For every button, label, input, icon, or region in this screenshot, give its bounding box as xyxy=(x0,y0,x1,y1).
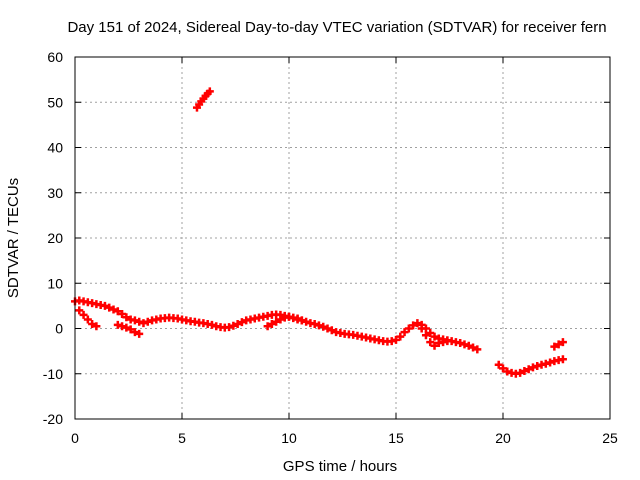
data-point xyxy=(558,355,567,364)
data-point xyxy=(541,359,550,368)
data-point xyxy=(118,310,127,319)
data-point xyxy=(417,324,426,333)
data-point xyxy=(302,317,311,326)
data-point xyxy=(421,331,430,340)
data-point xyxy=(118,322,127,331)
data-point xyxy=(122,313,131,322)
data-point xyxy=(550,342,559,351)
data-point xyxy=(113,320,122,329)
y-tick-label: 30 xyxy=(47,185,63,201)
data-point xyxy=(409,321,418,330)
data-point xyxy=(524,365,533,374)
data-point xyxy=(528,363,537,372)
data-point xyxy=(135,329,144,338)
series-outlier-arc xyxy=(192,87,214,112)
data-point xyxy=(516,368,525,377)
x-tick-label: 20 xyxy=(495,430,511,446)
y-tick-label: 50 xyxy=(47,94,63,110)
data-point xyxy=(130,316,139,325)
data-point xyxy=(105,303,114,312)
y-tick-label: 40 xyxy=(47,140,63,156)
data-point xyxy=(79,310,88,319)
data-point xyxy=(443,337,452,346)
data-point xyxy=(554,340,563,349)
data-point xyxy=(207,320,216,329)
data-point xyxy=(130,328,139,337)
data-point xyxy=(469,343,478,352)
data-point xyxy=(546,358,555,367)
chart-title: Day 151 of 2024, Sidereal Day-to-day VTE… xyxy=(67,19,606,36)
data-point xyxy=(456,338,465,347)
y-tick-label: 0 xyxy=(55,321,63,337)
data-point xyxy=(533,362,542,371)
series-lower-branch xyxy=(75,306,452,350)
data-point xyxy=(225,323,234,332)
data-point xyxy=(426,338,435,347)
series-late-track xyxy=(494,355,567,378)
data-point xyxy=(387,337,396,346)
x-tick-label: 15 xyxy=(388,430,404,446)
data-point xyxy=(135,317,144,326)
y-tick-label: -20 xyxy=(43,411,63,427)
data-point xyxy=(75,306,84,315)
data-point xyxy=(327,326,336,335)
data-point xyxy=(558,338,567,347)
data-point xyxy=(267,319,276,328)
data-point xyxy=(92,322,101,331)
data-point xyxy=(263,322,272,331)
data-point xyxy=(126,325,135,334)
data-point xyxy=(276,315,285,324)
data-point xyxy=(460,340,469,349)
data-point xyxy=(413,319,422,328)
data-point xyxy=(109,305,118,314)
data-point xyxy=(400,328,409,337)
data-point xyxy=(297,316,306,325)
plot-area xyxy=(71,87,567,378)
plot-frame xyxy=(74,56,611,420)
data-point xyxy=(233,319,242,328)
x-tick-label: 10 xyxy=(281,430,297,446)
data-point xyxy=(139,319,148,328)
data-point xyxy=(464,341,473,350)
x-tick-label: 0 xyxy=(71,430,79,446)
data-point xyxy=(293,314,302,323)
data-point xyxy=(430,341,439,350)
data-point xyxy=(310,319,319,328)
data-point xyxy=(314,321,323,330)
data-point xyxy=(426,329,435,338)
series-main-track xyxy=(71,296,482,354)
series-late-tail xyxy=(550,338,567,351)
data-point xyxy=(520,367,529,376)
x-tick-label: 25 xyxy=(602,430,618,446)
data-point xyxy=(143,317,152,326)
data-point xyxy=(83,315,92,324)
data-point xyxy=(205,87,214,96)
data-point xyxy=(272,317,281,326)
x-axis-label: GPS time / hours xyxy=(283,458,397,475)
data-point xyxy=(430,332,439,341)
data-point xyxy=(404,324,413,333)
data-point xyxy=(319,322,328,331)
data-point xyxy=(122,323,131,332)
y-tick-label: 20 xyxy=(47,230,63,246)
data-point xyxy=(113,307,122,316)
data-point xyxy=(396,332,405,341)
data-point xyxy=(473,345,482,354)
data-point xyxy=(237,318,246,327)
data-point xyxy=(494,360,503,369)
x-tick-label: 5 xyxy=(178,430,186,446)
y-tick-label: 60 xyxy=(47,49,63,65)
data-point xyxy=(503,367,512,376)
data-point xyxy=(100,301,109,310)
data-point xyxy=(392,335,400,344)
data-point xyxy=(88,319,97,328)
y-axis-label: SDTVAR / TECUs xyxy=(5,178,22,298)
data-point xyxy=(229,321,238,330)
y-tick-label: -10 xyxy=(43,366,63,382)
data-point xyxy=(323,324,332,333)
y-tick-label: 10 xyxy=(47,275,63,291)
data-point xyxy=(499,364,507,373)
